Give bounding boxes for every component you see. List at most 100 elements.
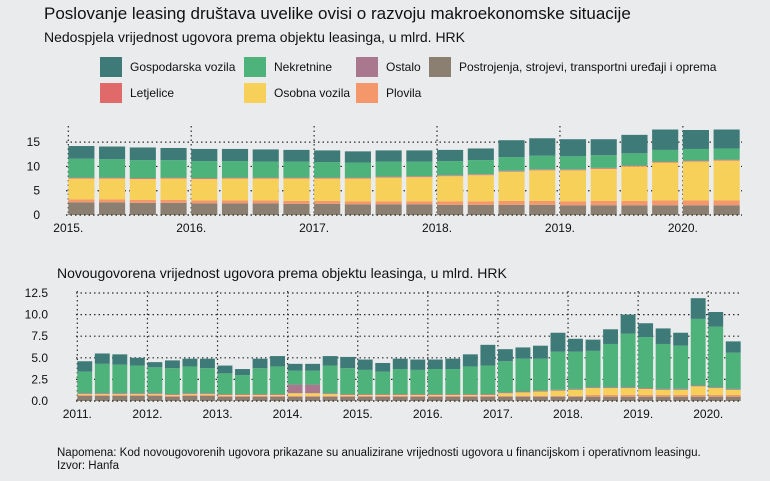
bar-segment	[392, 369, 408, 395]
bar-segment	[112, 394, 128, 395]
bar-segment	[147, 394, 163, 395]
bar-segment	[585, 394, 601, 397]
bar-segment	[713, 129, 740, 149]
x-tick-label: 2016.	[176, 221, 206, 235]
note-text: Napomena: Kod novougovorenih ugovora pri…	[57, 447, 701, 459]
bar-segment	[94, 363, 110, 394]
bar-segment	[129, 147, 156, 161]
bar-segment	[708, 326, 724, 388]
y-tick-label: 2.5	[31, 372, 48, 386]
y-tick-label: 0	[33, 208, 40, 222]
bar-segment	[375, 161, 402, 177]
bar-segment	[638, 337, 654, 389]
bar-segment	[410, 369, 426, 395]
bar-segment	[621, 200, 648, 206]
bar-segment	[498, 171, 525, 201]
bar-segment	[620, 387, 636, 389]
bar-segment	[344, 151, 371, 163]
legend-label: Osobna vozila	[274, 86, 351, 100]
bar-segment	[620, 396, 636, 401]
bar-segment	[252, 394, 268, 396]
y-tick-label: 15	[27, 135, 41, 149]
bar-segment	[344, 178, 371, 202]
bar-segment	[708, 396, 724, 401]
bar-segment	[357, 396, 373, 401]
bar-segment	[708, 312, 724, 327]
bar-segment	[129, 393, 145, 395]
bar-segment	[462, 366, 478, 395]
bar-segment	[515, 391, 531, 393]
bar-segment	[357, 395, 373, 397]
bar-segment	[603, 329, 619, 344]
bar-segment	[182, 366, 198, 394]
bar-segment	[129, 160, 156, 179]
x-tick-label: 2020.	[693, 407, 723, 421]
bar-segment	[287, 393, 303, 396]
bar-segment	[314, 203, 341, 215]
bar-segment	[532, 396, 548, 401]
bar-segment	[568, 351, 583, 389]
x-tick-label: 2011.	[63, 407, 92, 421]
bar-segment	[550, 351, 566, 390]
bar-segment	[462, 394, 478, 396]
footnote: Napomena: Kod novougovorenih ugovora pri…	[57, 447, 701, 473]
bar-segment	[235, 394, 250, 395]
bar-segment	[410, 359, 426, 370]
bar-segment	[112, 394, 128, 396]
bar-segment	[147, 394, 163, 396]
bar-segment	[217, 395, 233, 397]
bar-segment	[585, 350, 601, 388]
bar-segment	[532, 395, 548, 397]
chart-subtitle-new: Novougovorena vrijednost ugovora prema o…	[57, 265, 507, 281]
bar-segment	[708, 394, 724, 397]
bar-segment	[283, 149, 310, 162]
bar-segment	[713, 160, 740, 201]
bar-segment	[638, 394, 654, 397]
bar-segment	[182, 394, 198, 396]
bar-segment	[270, 356, 286, 367]
bar-segment	[690, 318, 706, 386]
bar-segment	[427, 369, 443, 395]
bar-segment	[620, 314, 636, 334]
bar-segment	[437, 161, 464, 176]
bar-segment	[392, 394, 408, 396]
bar-segment	[99, 178, 126, 200]
bar-segment	[550, 389, 566, 391]
bar-segment	[340, 368, 356, 395]
x-tick-label: 2019.	[545, 221, 575, 235]
bar-segment	[252, 395, 268, 397]
bar-segment	[603, 343, 619, 388]
bar-segment	[673, 332, 689, 346]
bar-segment	[129, 395, 145, 401]
bar-segment	[559, 156, 587, 170]
bar-segment	[437, 201, 464, 205]
bar-segment	[406, 150, 433, 162]
bar-segment	[147, 367, 163, 394]
bar-segment	[199, 393, 215, 395]
bar-segment	[655, 328, 671, 344]
bar-segment	[252, 178, 279, 201]
bar-segment	[129, 394, 145, 395]
bar-segment	[287, 363, 303, 371]
bar-segment	[529, 170, 556, 201]
bar-segment	[77, 394, 93, 396]
x-tick-label: 2012.	[132, 407, 162, 421]
bar-segment	[340, 396, 356, 401]
bar-segment	[652, 162, 679, 201]
bar-segment	[77, 394, 93, 395]
legend-label: Letjelice	[130, 86, 175, 100]
legend: Gospodarska vozila Nekretnine Ostalo Pos…	[100, 56, 740, 106]
bar-segment	[375, 201, 402, 205]
bar-segment	[160, 202, 187, 215]
bar-segment	[713, 205, 740, 215]
bar-segment	[515, 347, 531, 359]
bar-segment	[392, 396, 408, 401]
bar-segment	[191, 179, 218, 201]
bar-segment	[410, 396, 426, 401]
bar-segment	[221, 148, 249, 162]
bar-segment	[410, 394, 426, 395]
bar-segment	[445, 396, 461, 401]
bar-segment	[199, 394, 215, 395]
bar-segment	[160, 147, 187, 161]
bar-segment	[375, 394, 391, 395]
